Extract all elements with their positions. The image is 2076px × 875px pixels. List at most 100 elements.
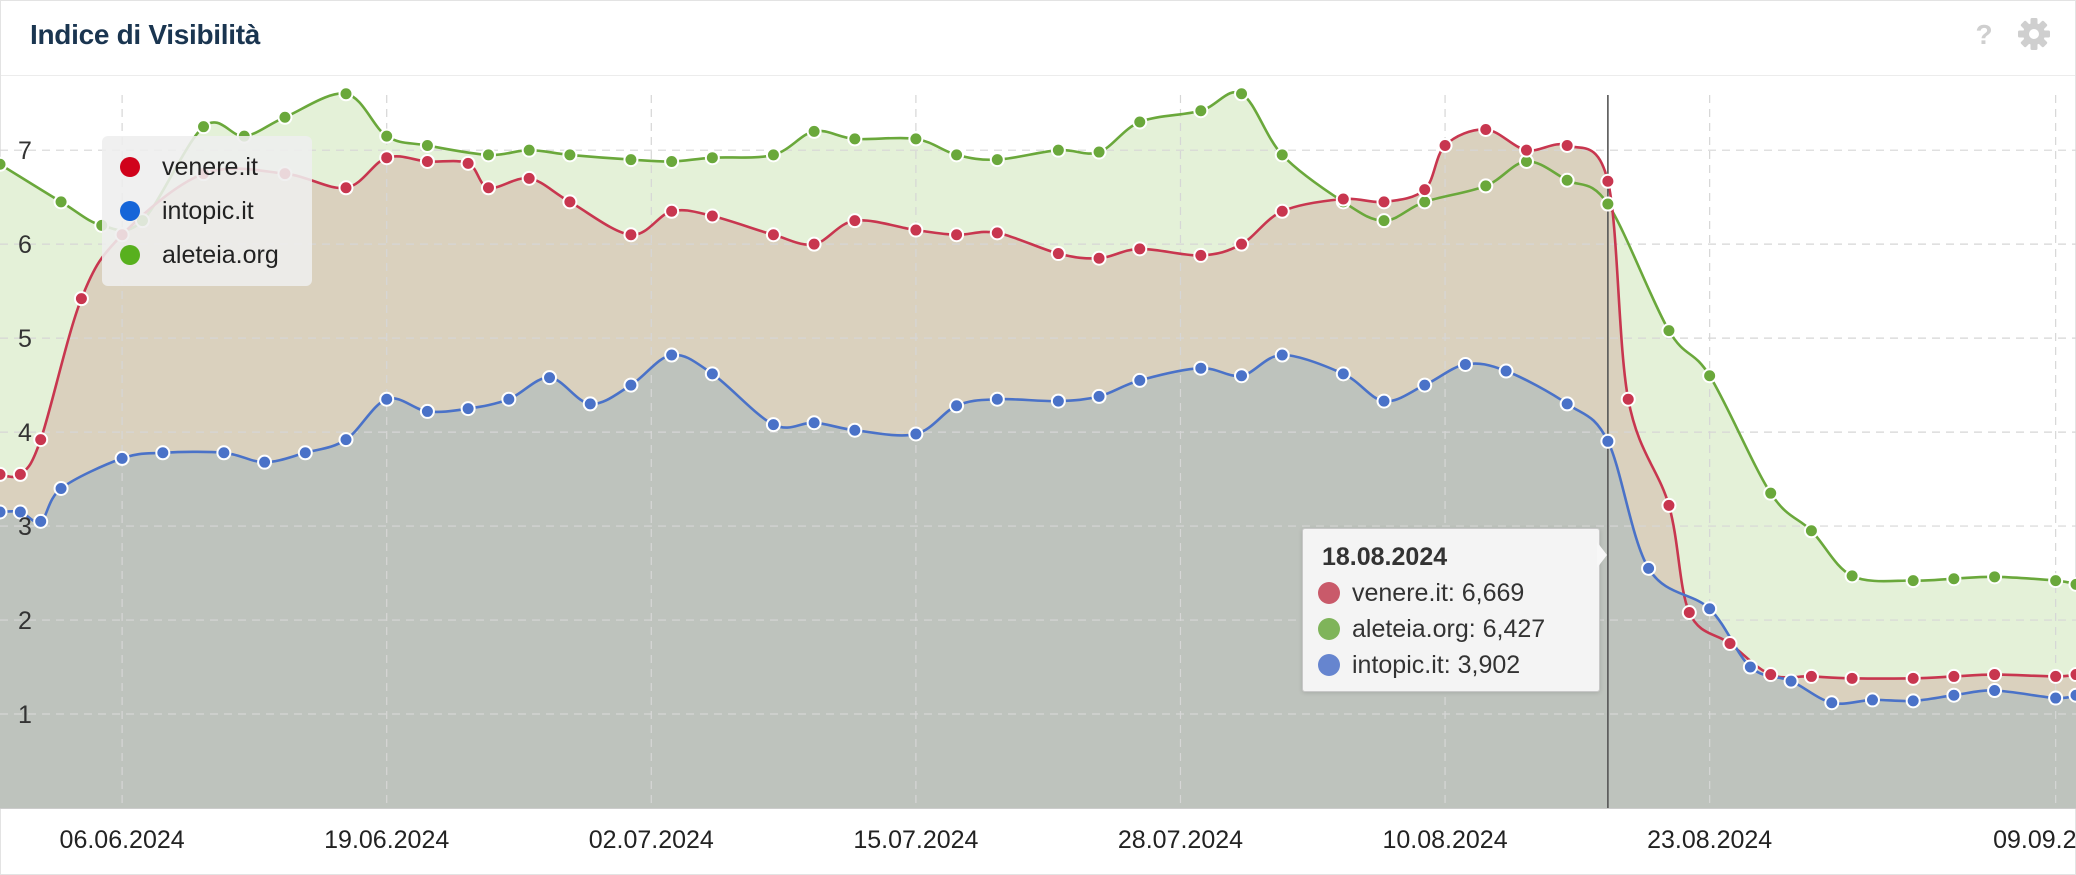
area-intopic (0, 354, 2076, 808)
x-tick-label: 06.06.2024 (60, 826, 185, 854)
legend-label: intopic.it (162, 196, 254, 225)
data-point-aleteia (704, 150, 720, 166)
data-point-venere (12, 466, 28, 482)
data-point-intopic (2048, 690, 2064, 706)
data-point-venere (73, 291, 89, 307)
data-point-venere (1987, 667, 2003, 683)
data-point-intopic (1600, 433, 1616, 449)
data-point-intopic (1050, 393, 1066, 409)
tooltip-marker (1318, 654, 1340, 676)
data-point-intopic (1234, 368, 1250, 384)
data-point-intopic (1132, 372, 1148, 388)
x-tick-label: 19.06.2024 (324, 826, 449, 854)
data-point-venere (1620, 391, 1636, 407)
data-point-venere (1274, 203, 1290, 219)
tooltip-value: venere.it: 6,669 (1352, 578, 1525, 607)
data-point-aleteia (419, 137, 435, 153)
gear-icon[interactable] (2017, 17, 2051, 51)
data-point-aleteia (664, 153, 680, 169)
data-point-venere (0, 466, 8, 482)
x-tick-label: 09.09.2024 (1993, 826, 2076, 854)
data-point-intopic (1946, 687, 1962, 703)
y-tick-label: 2 (18, 607, 32, 635)
y-tick-label: 1 (18, 701, 32, 729)
data-point-venere (1518, 142, 1534, 158)
data-point-venere (847, 213, 863, 229)
data-point-venere (1193, 247, 1209, 263)
tooltip-value: intopic.it: 3,902 (1352, 650, 1521, 679)
data-point-intopic (1376, 393, 1392, 409)
legend-marker-intopic (120, 201, 140, 221)
data-point-intopic (1641, 560, 1657, 576)
data-point-venere (521, 170, 537, 186)
data-point-intopic (297, 445, 313, 461)
data-point-venere (1722, 636, 1738, 652)
data-point-venere (1661, 497, 1677, 513)
data-point-intopic (2068, 687, 2076, 703)
data-point-intopic (419, 403, 435, 419)
data-point-aleteia (277, 109, 293, 125)
card-header: Indice di Visibilità ? (1, 1, 2075, 76)
tooltip-row-aleteia: aleteia.org: 6,427 (1318, 613, 1545, 645)
x-tick-label: 15.07.2024 (853, 826, 978, 854)
data-point-aleteia (338, 86, 354, 102)
data-point-venere (623, 227, 639, 243)
data-point-aleteia (2068, 576, 2076, 592)
data-point-aleteia (1763, 485, 1779, 501)
tooltip-row-venere: venere.it: 6,669 (1318, 577, 1524, 609)
data-point-intopic (1498, 363, 1514, 379)
data-point-venere (1335, 191, 1351, 207)
data-point-aleteia (480, 147, 496, 163)
data-point-aleteia (1702, 368, 1718, 384)
data-point-intopic (257, 454, 273, 470)
data-point-aleteia (1905, 573, 1921, 589)
legend-item-aleteia[interactable]: aleteia.org (120, 237, 279, 273)
data-point-aleteia (1946, 571, 1962, 587)
tooltip-pointer (1597, 542, 1607, 568)
y-tick-label: 4 (18, 419, 32, 447)
data-point-aleteia (1661, 323, 1677, 339)
data-point-aleteia (765, 147, 781, 163)
y-tick-label: 5 (18, 325, 32, 353)
data-point-intopic (1193, 360, 1209, 376)
data-point-venere (1905, 670, 1921, 686)
data-point-aleteia (989, 152, 1005, 168)
y-tick-label: 6 (18, 231, 32, 259)
data-point-intopic (1742, 659, 1758, 675)
data-point-aleteia (1559, 172, 1575, 188)
data-point-aleteia (1600, 196, 1616, 212)
data-point-intopic (623, 377, 639, 393)
data-point-intopic (1457, 356, 1473, 372)
data-point-intopic (1559, 396, 1575, 412)
data-point-intopic (1702, 601, 1718, 617)
data-point-intopic (33, 513, 49, 529)
data-point-aleteia (196, 119, 212, 135)
data-point-aleteia (2048, 573, 2064, 589)
card-title: Indice di Visibilità (30, 19, 260, 50)
data-point-aleteia (1193, 103, 1209, 119)
data-point-intopic (216, 445, 232, 461)
data-point-intopic (765, 417, 781, 433)
data-point-venere (562, 194, 578, 210)
data-point-aleteia (1803, 523, 1819, 539)
data-point-venere (1437, 137, 1453, 153)
x-tick-label: 23.08.2024 (1647, 826, 1772, 854)
data-point-venere (1234, 236, 1250, 252)
data-point-intopic (501, 391, 517, 407)
tooltip-row-intopic: intopic.it: 3,902 (1318, 649, 1520, 681)
y-tick-label: 7 (18, 137, 32, 165)
data-point-venere (460, 155, 476, 171)
data-point-intopic (0, 504, 8, 520)
data-point-aleteia (1478, 178, 1494, 194)
legend-item-venere[interactable]: venere.it (120, 149, 258, 185)
legend-item-intopic[interactable]: intopic.it (120, 193, 254, 229)
data-point-intopic (542, 370, 558, 386)
help-circle-icon[interactable]: ? (1967, 17, 2001, 51)
data-point-aleteia (1376, 213, 1392, 229)
data-point-venere (704, 208, 720, 224)
data-point-aleteia (53, 194, 69, 210)
data-point-aleteia (908, 131, 924, 147)
legend-label: aleteia.org (162, 240, 279, 269)
data-point-aleteia (379, 128, 395, 144)
data-point-aleteia (1987, 569, 2003, 585)
